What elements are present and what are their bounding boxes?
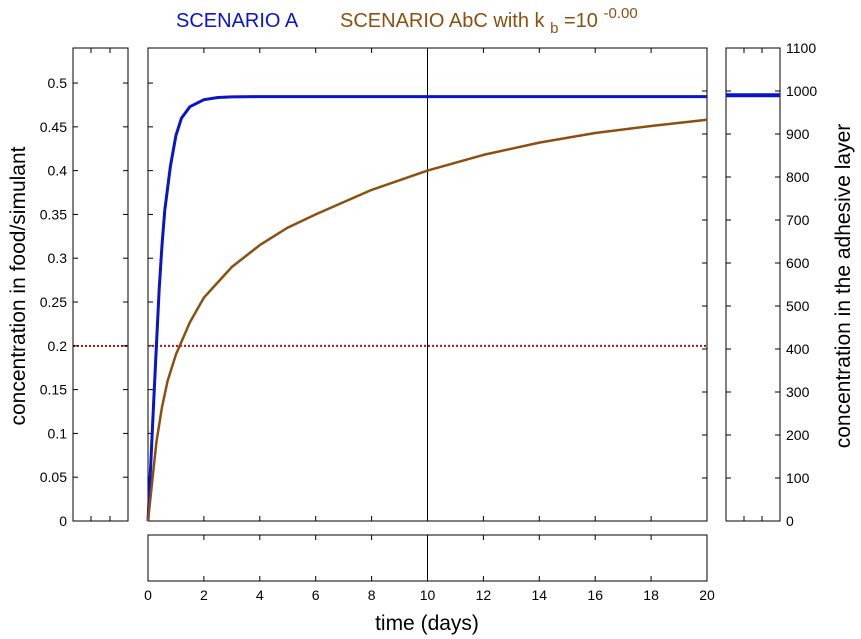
right-side-panel bbox=[725, 47, 781, 522]
y-left-tick-label: 0.3 bbox=[48, 250, 68, 266]
y-right-tick-label: 1100 bbox=[786, 40, 816, 56]
y-right-tick-label: 500 bbox=[786, 298, 810, 314]
x-tick-label: 12 bbox=[476, 587, 492, 603]
x-tick-label: 10 bbox=[420, 587, 436, 603]
title-scenario-a: SCENARIO A bbox=[176, 10, 299, 32]
x-tick-label: 20 bbox=[699, 587, 715, 603]
y-left-tick-label: 0.1 bbox=[48, 425, 68, 441]
y-left-tick-label: 0.25 bbox=[40, 294, 67, 310]
y-right-tick-label: 400 bbox=[786, 341, 810, 357]
y-right-tick-label: 800 bbox=[786, 169, 810, 185]
y-left-tick-label: 0.45 bbox=[40, 119, 67, 135]
y-left-tick-label: 0.35 bbox=[40, 206, 67, 222]
y-right-tick-label: 600 bbox=[786, 255, 810, 271]
y-right-tick-label: 900 bbox=[786, 126, 810, 142]
x-tick-label: 16 bbox=[587, 587, 603, 603]
y-right-tick-label: 0 bbox=[786, 513, 794, 529]
x-tick-labels: 0 2 4 6 8 10 12 14 16 18 20 bbox=[144, 587, 715, 603]
title-superscript: -0.00 bbox=[603, 5, 637, 22]
y-right-tick-label: 200 bbox=[786, 427, 810, 443]
x-tick-label: 18 bbox=[643, 587, 659, 603]
axis-ticks bbox=[73, 47, 780, 581]
y-right-tick-label: 100 bbox=[786, 470, 810, 486]
x-axis-label: time (days) bbox=[375, 612, 479, 635]
left-side-panel bbox=[72, 47, 129, 522]
x-tick-label: 0 bbox=[144, 587, 152, 603]
y-right-tick-label: 700 bbox=[786, 212, 810, 228]
title-scenario-abc: SCENARIO AbC with k bbox=[340, 10, 546, 32]
y-left-tick-label: 0.15 bbox=[40, 382, 67, 398]
series-line-scenario-a bbox=[146, 95, 707, 522]
y-right-tick-label: 1000 bbox=[786, 83, 817, 99]
title-equals: =10 bbox=[564, 10, 598, 32]
chart-title: SCENARIO A SCENARIO AbC with k b =10 -0.… bbox=[176, 5, 638, 38]
y-left-tick-label: 0.4 bbox=[48, 163, 68, 179]
y-left-tick-label: 0.05 bbox=[40, 469, 67, 485]
series-line-scenario-abc bbox=[146, 118, 708, 522]
x-tick-label: 2 bbox=[200, 587, 208, 603]
y-left-axis-label: concentration in food/simulant bbox=[7, 146, 30, 425]
y-left-tick-label: 0.2 bbox=[48, 338, 68, 354]
y-left-tick-labels: 0 0.05 0.1 0.15 0.2 0.25 0.3 0.35 0.4 0.45 0.5 bbox=[40, 75, 67, 529]
y-right-axis-label: concentration in the adhesive layer bbox=[832, 124, 855, 449]
y-left-tick-label: 0 bbox=[59, 513, 67, 529]
series-layer bbox=[146, 48, 780, 522]
bottom-side-panel bbox=[147, 534, 708, 582]
x-tick-label: 4 bbox=[256, 587, 264, 603]
y-right-tick-label: 300 bbox=[786, 384, 810, 400]
x-tick-label: 8 bbox=[368, 587, 376, 603]
y-right-tick-labels: 0 100 200 300 400 500 600 700 800 900 1000 1100 bbox=[786, 40, 817, 529]
x-tick-label: 6 bbox=[312, 587, 320, 603]
title-subscript: b bbox=[550, 20, 558, 37]
y-left-tick-label: 0.5 bbox=[48, 75, 68, 91]
x-tick-label: 14 bbox=[532, 587, 548, 603]
